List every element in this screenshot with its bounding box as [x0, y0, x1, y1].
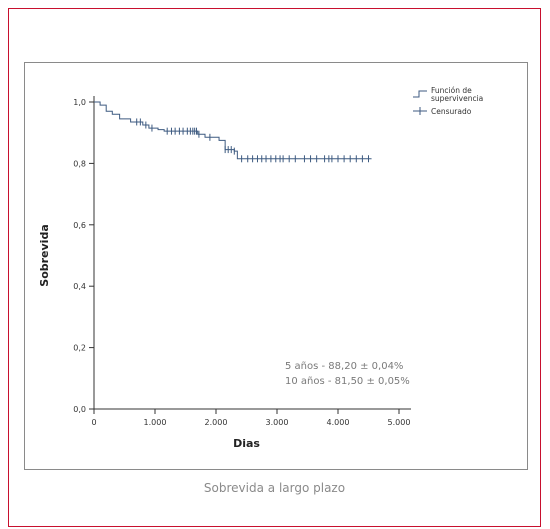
x-tick-label: 1.000 — [144, 418, 167, 427]
y-tick-label: 0,8 — [73, 159, 86, 168]
survival-curve-group — [94, 101, 372, 160]
x-tick-label: 0 — [91, 418, 96, 427]
y-axis-label: Sobrevida — [38, 224, 51, 286]
figure-caption: Sobrevida a largo plazo — [203, 481, 346, 495]
legend-label-censored: Censurado — [431, 107, 472, 116]
chart-panel: 0,0 0,2 0,4 0,6 0,8 1,0 0 1.000 2.000 3.000 4.000 5… — [24, 62, 528, 470]
x-axis-label: Dias — [233, 437, 260, 450]
legend-step-symbol — [413, 90, 427, 98]
y-tick-label: 0,6 — [73, 221, 86, 230]
y-tick-label: 0,0 — [73, 405, 86, 414]
x-tick-label: 3.000 — [266, 418, 289, 427]
y-tick-label: 0,4 — [73, 282, 86, 291]
y-tick-label: 0,2 — [73, 344, 86, 353]
survival-annotation: 5 años - 88,20 ± 0,04% — [285, 361, 403, 372]
survival-chart: 0,0 0,2 0,4 0,6 0,8 1,0 0 1.000 2.000 3.000 4.000 5… — [38, 86, 483, 450]
x-tick-label: 5.000 — [388, 418, 411, 427]
x-tick-label: 4.000 — [327, 418, 350, 427]
censored-markers-group — [136, 118, 369, 163]
legend-label-survival: supervivencia — [431, 94, 483, 103]
chart-axes: 0,0 0,2 0,4 0,6 0,8 1,0 0 1.000 2.000 3.000 4.000 5… — [38, 96, 411, 450]
survival-step-line — [94, 101, 372, 160]
annotations: 5 años - 88,20 ± 0,04% 10 años - 81,50 ± … — [285, 361, 410, 387]
y-tick-label: 1,0 — [73, 98, 86, 107]
legend-label-survival: Función de — [431, 86, 472, 95]
survival-annotation: 10 años - 81,50 ± 0,05% — [285, 376, 410, 387]
x-tick-label: 2.000 — [205, 418, 228, 427]
